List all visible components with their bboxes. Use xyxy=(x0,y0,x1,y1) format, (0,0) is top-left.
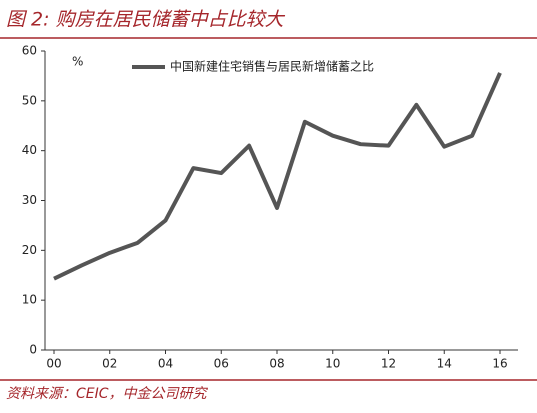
y-tick-label: 0 xyxy=(29,343,37,357)
x-tick-label: 02 xyxy=(102,357,117,371)
y-unit: % xyxy=(72,55,83,69)
source: 资料来源：CEIC，中金公司研究 xyxy=(6,386,209,402)
y-tick-label: 40 xyxy=(22,143,37,157)
legend-label: 中国新建住宅销售与居民新增储蓄之比 xyxy=(170,59,374,74)
x-tick-label: 04 xyxy=(158,357,173,371)
y-tick-label: 60 xyxy=(22,44,37,58)
y-tick-label: 50 xyxy=(22,93,37,107)
y-tick-label: 30 xyxy=(22,193,37,207)
x-tick-label: 14 xyxy=(437,357,452,371)
y-tick-label: 10 xyxy=(22,293,37,307)
x-tick-label: 10 xyxy=(325,357,340,371)
chart-title: 图 2: 购房在居民储蓄中占比较大 xyxy=(6,9,286,31)
x-tick-label: 16 xyxy=(492,357,507,371)
x-tick-label: 12 xyxy=(381,357,396,371)
x-tick-label: 06 xyxy=(214,357,229,371)
y-tick-label: 20 xyxy=(22,243,37,257)
x-tick-label: 08 xyxy=(269,357,284,371)
data-line xyxy=(53,72,502,281)
x-tick-label: 00 xyxy=(46,357,61,371)
